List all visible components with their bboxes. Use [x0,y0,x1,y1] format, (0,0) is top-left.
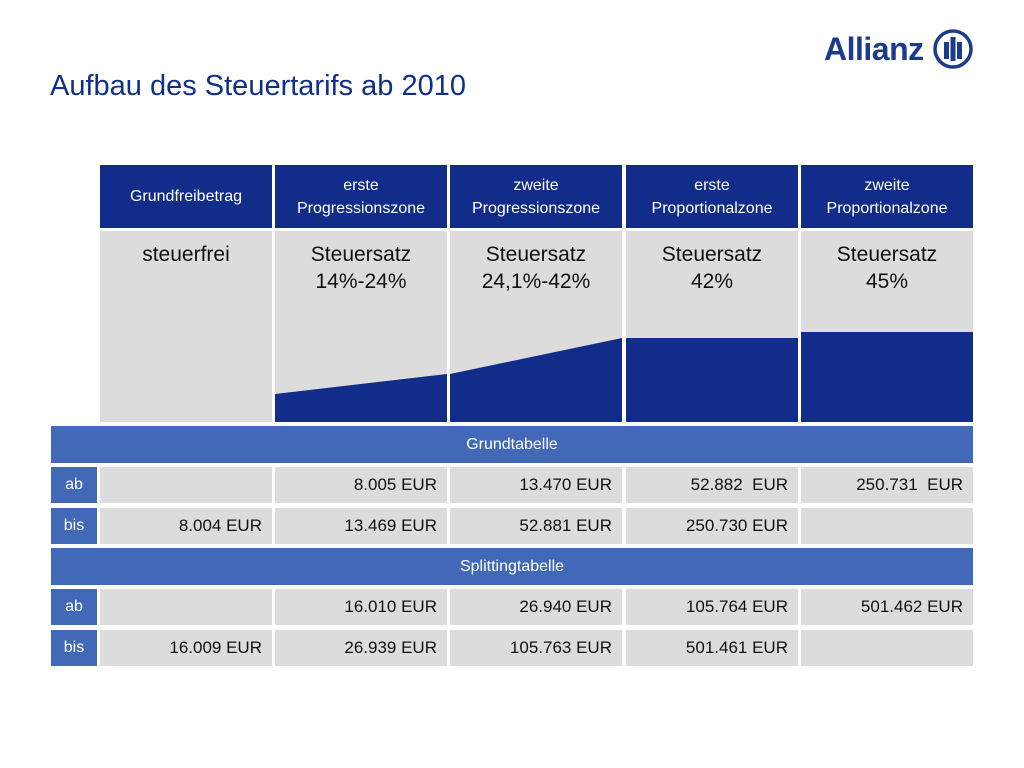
rate-value: 24,1%-42% [481,270,591,293]
rate-text: Steuersatz [485,243,587,266]
rate-fill-area [450,338,622,422]
page-title: Aufbau des Steuertarifs ab 2010 [50,70,466,102]
rate-text: steuerfrei [142,243,230,266]
grundtabelle-bis-label: bis [51,508,97,544]
header-grundfreibetrag: Grundfreibetrag [100,165,272,228]
logo-wordmark: Allianz [824,30,924,67]
header-erste-proportionalzone: erste Proportionalzone [626,165,798,228]
grundtabelle-bis-cell: 250.730 EUR [626,508,798,544]
splittingtabelle-band: Splittingtabelle [51,548,973,585]
rate-column-grundfreibetrag: steuerfrei [100,231,272,422]
rate-text: Steuersatz [310,243,412,266]
header-line: Proportionalzone [651,199,773,217]
splittingtabelle-ab-cell: 16.010 EUR [275,589,447,625]
splittingtabelle-ab-cell: 105.764 EUR [626,589,798,625]
grundtabelle-ab-cell: 13.470 EUR [450,467,622,503]
splittingtabelle-ab-label: ab [51,589,97,625]
grundtabelle-ab-cell [100,467,272,503]
grundtabelle-bis-cell: 52.881 EUR [450,508,622,544]
header-erste-progressionszone: erste Progressionszone [275,165,447,228]
rate-text: Steuersatz [661,243,763,266]
grundtabelle-bis-cell: 13.469 EUR [275,508,447,544]
header-line: Proportionalzone [826,199,948,217]
grundtabelle-bis-cell [801,508,973,544]
grundtabelle-ab-label: ab [51,467,97,503]
rate-column-erste-proportionalzone: Steuersatz 42% [626,231,798,422]
rate-fill-area [626,338,798,422]
header-line: Progressionszone [471,199,601,217]
header-line: zweite [513,176,559,194]
rate-fill-shape [626,338,798,422]
header-line: erste [343,176,379,194]
grundtabelle-ab-cell: 8.005 EUR [275,467,447,503]
allianz-eagle-icon [932,29,973,69]
rate-fill-shape [275,374,447,422]
rate-fill-shape [801,332,973,422]
splittingtabelle-bis-cell: 105.763 EUR [450,630,622,666]
rate-value: 42% [690,270,734,293]
header-zweite-progressionszone: zweite Progressionszone [450,165,622,228]
rate-fill-shape [450,338,622,422]
rate-fill-area [275,374,447,422]
rate-text: Steuersatz [836,243,938,266]
splittingtabelle-ab-cell: 26.940 EUR [450,589,622,625]
header-line: erste [694,176,730,194]
header-line: Progressionszone [296,199,426,217]
rate-column-erste-progressionszone: Steuersatz 14%-24% [275,231,447,422]
header-line: zweite [864,176,910,194]
header-zweite-proportionalzone: zweite Proportionalzone [801,165,973,228]
rate-column-zweite-progressionszone: Steuersatz 24,1%-42% [450,231,622,422]
splittingtabelle-bis-cell: 16.009 EUR [100,630,272,666]
grundtabelle-band: Grundtabelle [51,426,973,463]
splittingtabelle-ab-cell: 501.462 EUR [801,589,973,625]
splittingtabelle-bis-cell: 26.939 EUR [275,630,447,666]
rate-value: 14%-24% [315,270,407,293]
rate-value: 45% [865,270,909,293]
allianz-logo: Allianz [824,28,974,70]
rate-column-zweite-proportionalzone: Steuersatz 45% [801,231,973,422]
splittingtabelle-bis-label: bis [51,630,97,666]
grundtabelle-bis-cell: 8.004 EUR [100,508,272,544]
header-line: Grundfreibetrag [129,188,243,205]
splittingtabelle-bis-cell: 501.461 EUR [626,630,798,666]
grundtabelle-ab-cell: 52.882 EUR [626,467,798,503]
rate-fill-area [801,332,973,422]
splittingtabelle-ab-cell [100,589,272,625]
grundtabelle-ab-cell: 250.731 EUR [801,467,973,503]
splittingtabelle-bis-cell [801,630,973,666]
